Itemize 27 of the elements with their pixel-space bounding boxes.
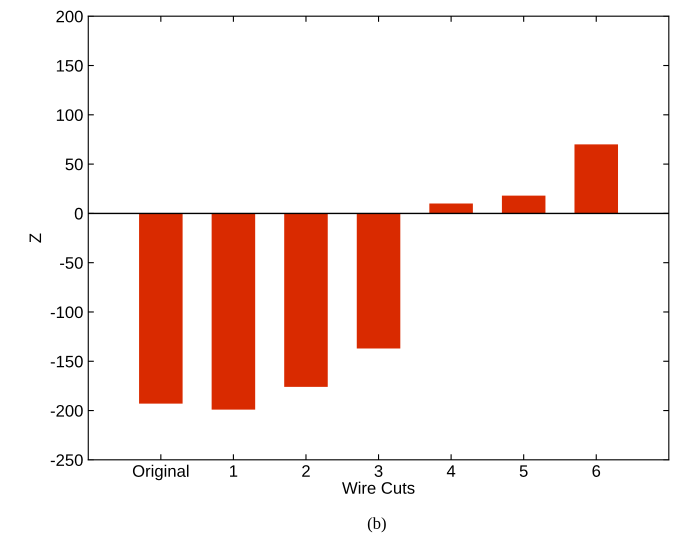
y-tick-label: -150 bbox=[50, 356, 83, 368]
text: (b) bbox=[368, 517, 386, 532]
x-axis-title: Wire Cuts bbox=[342, 482, 415, 494]
bar bbox=[574, 144, 618, 214]
y-axis-title: Z bbox=[30, 233, 42, 243]
y-tick-label: -100 bbox=[50, 306, 83, 318]
y-tick-label: 0 bbox=[74, 208, 83, 220]
x-tick-label: 6 bbox=[592, 465, 600, 477]
y-tick-label: 50 bbox=[66, 158, 83, 170]
y-tick-label: 100 bbox=[56, 109, 83, 122]
y-tick-label: -200 bbox=[50, 404, 83, 417]
x-tick-label: 1 bbox=[230, 465, 238, 477]
bar bbox=[212, 213, 256, 410]
bar bbox=[429, 204, 473, 214]
y-tick-label: -50 bbox=[60, 257, 83, 269]
y-tick-label: 200 bbox=[56, 10, 83, 22]
x-tick-label: 3 bbox=[374, 465, 382, 477]
bar bbox=[502, 196, 546, 214]
x-tick-label: 2 bbox=[302, 465, 310, 477]
x-tick-label: Original bbox=[132, 464, 188, 480]
x-tick-label: 4 bbox=[446, 465, 456, 477]
x-tick-label: 5 bbox=[520, 465, 528, 477]
y-tick-label: 150 bbox=[56, 60, 83, 72]
bar bbox=[139, 213, 183, 404]
y-tick-label: -250 bbox=[50, 454, 83, 466]
bar bbox=[284, 213, 328, 387]
bar bbox=[356, 213, 400, 348]
